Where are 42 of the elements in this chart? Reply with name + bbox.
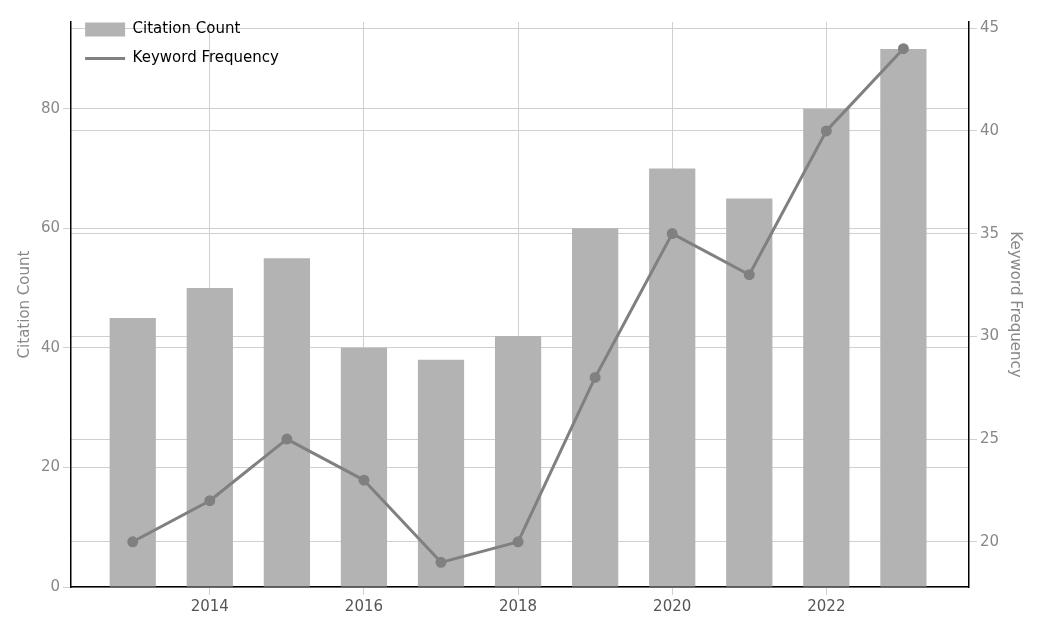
point — [820, 125, 832, 137]
y-tick-label: 60 — [40, 218, 61, 237]
bar — [726, 198, 773, 587]
y2-tick-label: 30 — [979, 326, 1000, 345]
point — [897, 43, 909, 55]
point — [281, 433, 293, 445]
y-tick-label: 20 — [40, 457, 61, 476]
legend-label: Keyword Frequency — [132, 48, 280, 67]
y-axis-title: Citation Count — [14, 250, 33, 359]
y-tick-label: 0 — [50, 576, 61, 595]
bar — [803, 108, 850, 587]
y2-tick-label: 20 — [979, 531, 1000, 550]
point — [589, 371, 601, 383]
bar — [880, 48, 927, 587]
y2-axis-title: Keyword Frequency — [1007, 231, 1026, 378]
point — [666, 228, 678, 240]
y-tick-label: 80 — [40, 98, 61, 117]
y-tick-label: 40 — [40, 337, 61, 356]
y2-tick-label: 35 — [979, 223, 1000, 242]
x-tick-label: 2022 — [807, 596, 846, 615]
bar — [572, 228, 619, 587]
x-tick-label: 2014 — [190, 596, 229, 615]
bar — [417, 359, 465, 587]
point — [127, 536, 139, 548]
point — [743, 269, 755, 281]
bar — [263, 258, 310, 587]
legend-label: Citation Count — [132, 19, 241, 38]
y2-tick-label: 45 — [979, 18, 1000, 37]
bar — [494, 335, 542, 587]
point — [512, 536, 524, 548]
point — [358, 474, 370, 486]
y2-tick-label: 25 — [979, 428, 1000, 447]
y2-tick-label: 40 — [979, 120, 1000, 139]
x-tick-label: 2020 — [653, 596, 692, 615]
bar — [186, 288, 233, 587]
x-tick-label: 2018 — [498, 596, 538, 615]
x-tick-label: 2016 — [344, 596, 384, 615]
point — [435, 556, 447, 568]
bar — [109, 317, 156, 587]
bar — [340, 347, 388, 587]
point — [204, 495, 216, 507]
bar — [649, 168, 696, 587]
